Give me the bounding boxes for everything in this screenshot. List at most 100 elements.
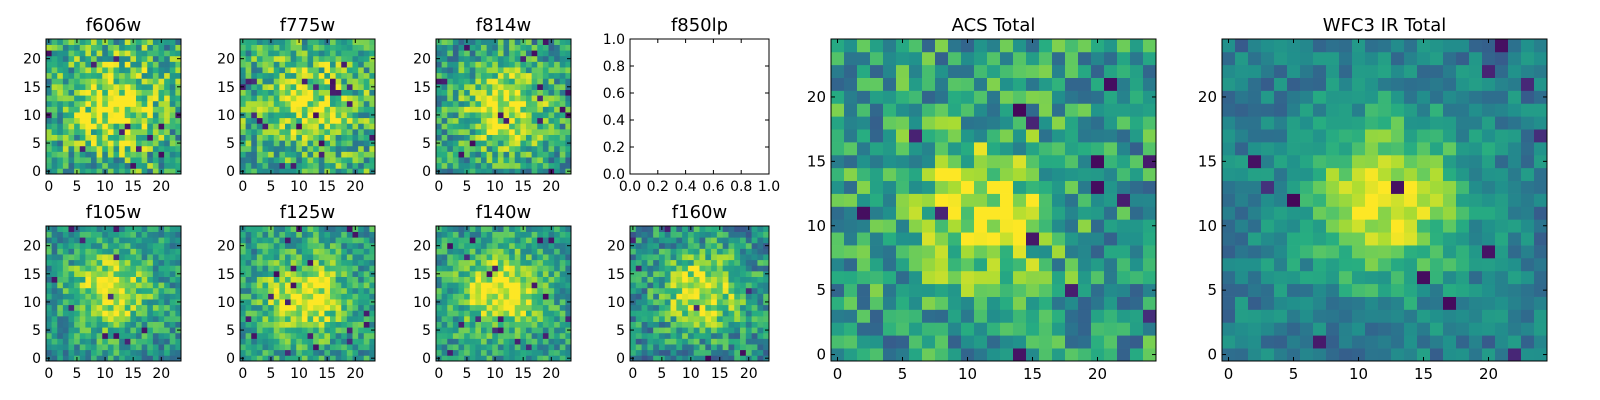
heatmap-cell	[268, 123, 275, 130]
heatmap-cell	[734, 321, 741, 328]
heatmap-cell	[301, 168, 308, 175]
heatmap-cell	[96, 84, 103, 90]
heatmap-cell	[565, 129, 572, 135]
heatmap-cell	[452, 39, 459, 45]
heatmap-cell	[119, 282, 126, 289]
heatmap-cell	[346, 287, 353, 294]
heatmap-cell	[341, 299, 348, 306]
heatmap-cell	[262, 254, 269, 261]
heatmap-cell	[469, 100, 476, 107]
heatmap-cell	[458, 168, 465, 175]
heatmap-cell	[520, 134, 527, 141]
heatmap-cell	[492, 117, 499, 124]
heatmap-cell	[987, 77, 1001, 91]
heatmap-cell	[102, 338, 109, 345]
heatmap-cell	[285, 67, 291, 74]
heatmap-cell	[279, 72, 286, 79]
heatmap-cell	[514, 134, 521, 141]
heatmap-cell	[1104, 283, 1118, 297]
heatmap-cell	[119, 287, 126, 294]
heatmap-cell	[831, 257, 845, 272]
heatmap-cell	[436, 259, 442, 266]
heatmap-cell	[548, 72, 555, 79]
y-tick-label: 20	[217, 52, 235, 68]
heatmap-cell	[509, 129, 516, 135]
heatmap-cell	[335, 299, 342, 306]
heatmap-cell	[763, 259, 770, 266]
heatmap-cell	[441, 61, 448, 68]
heatmap-cell	[273, 231, 280, 238]
heatmap-cell	[1052, 64, 1066, 78]
heatmap-cell	[251, 140, 258, 147]
heatmap-cell	[74, 95, 81, 102]
heatmap-cell	[693, 299, 700, 306]
heatmap-cell	[136, 39, 142, 45]
heatmap-cell	[503, 327, 510, 334]
heatmap-cell	[531, 310, 538, 317]
heatmap-cell	[130, 349, 137, 356]
heatmap-cell	[262, 84, 269, 90]
heatmap-cell	[313, 293, 320, 300]
heatmap-cell	[102, 248, 109, 255]
heatmap-cell	[935, 77, 949, 91]
heatmap-cell	[273, 355, 280, 362]
heatmap-cell	[740, 338, 747, 345]
heatmap-cell	[687, 349, 695, 356]
heatmap-cell	[102, 67, 109, 74]
heatmap-cell	[664, 327, 671, 334]
heatmap-cell	[369, 310, 376, 317]
heatmap-cell	[481, 242, 487, 249]
heatmap-cell	[147, 349, 154, 356]
heatmap-cell	[85, 287, 92, 294]
heatmap-cell	[452, 237, 459, 244]
heatmap-cell	[1117, 270, 1131, 285]
heatmap-cell	[475, 259, 482, 266]
heatmap-cell	[169, 304, 176, 311]
heatmap-cell	[497, 39, 504, 45]
heatmap-cell	[245, 293, 252, 300]
heatmap-cell	[79, 61, 86, 68]
heatmap-cell	[670, 226, 677, 232]
heatmap-cell	[705, 349, 712, 356]
heatmap-cell	[1078, 219, 1092, 233]
heatmap-cell	[554, 226, 561, 232]
heatmap-cell	[262, 299, 269, 306]
heatmap-cell	[164, 287, 171, 294]
heatmap-cell	[452, 95, 459, 102]
heatmap-cell	[335, 316, 342, 322]
heatmap-cell	[1130, 206, 1144, 220]
heatmap-cell	[693, 287, 700, 294]
heatmap-cell	[1104, 348, 1118, 362]
heatmap-cell	[46, 265, 52, 272]
heatmap-cell	[1026, 39, 1040, 53]
heatmap-cell	[469, 271, 476, 277]
heatmap-cell	[492, 140, 499, 147]
heatmap-cell	[164, 67, 171, 74]
heatmap-cell	[79, 355, 86, 362]
heatmap-cell	[152, 226, 159, 232]
heatmap-cell	[51, 349, 58, 356]
heatmap-cell	[256, 242, 263, 249]
heatmap-cell	[369, 106, 376, 113]
heatmap-cell	[1078, 206, 1092, 220]
heatmap-cell	[831, 283, 845, 297]
heatmap-cell	[497, 140, 504, 147]
heatmap-cell	[658, 327, 666, 334]
heatmap-cell	[301, 89, 308, 96]
heatmap-cell	[102, 89, 109, 96]
heatmap-cell	[318, 168, 325, 175]
heatmap-cell	[542, 248, 549, 255]
heatmap-cell	[699, 293, 706, 300]
heatmap-cell	[147, 134, 154, 141]
heatmap-cell	[245, 332, 252, 339]
heatmap-cell	[130, 72, 137, 79]
heatmap-cell	[751, 259, 758, 266]
heatmap-cell	[285, 248, 291, 255]
heatmap-cell	[268, 95, 275, 102]
heatmap-cell	[699, 226, 706, 232]
heatmap-cell	[503, 259, 510, 266]
heatmap-cell	[91, 242, 97, 249]
heatmap-cell	[57, 123, 64, 130]
heatmap-cell	[909, 180, 923, 194]
heatmap-cell	[119, 237, 126, 244]
